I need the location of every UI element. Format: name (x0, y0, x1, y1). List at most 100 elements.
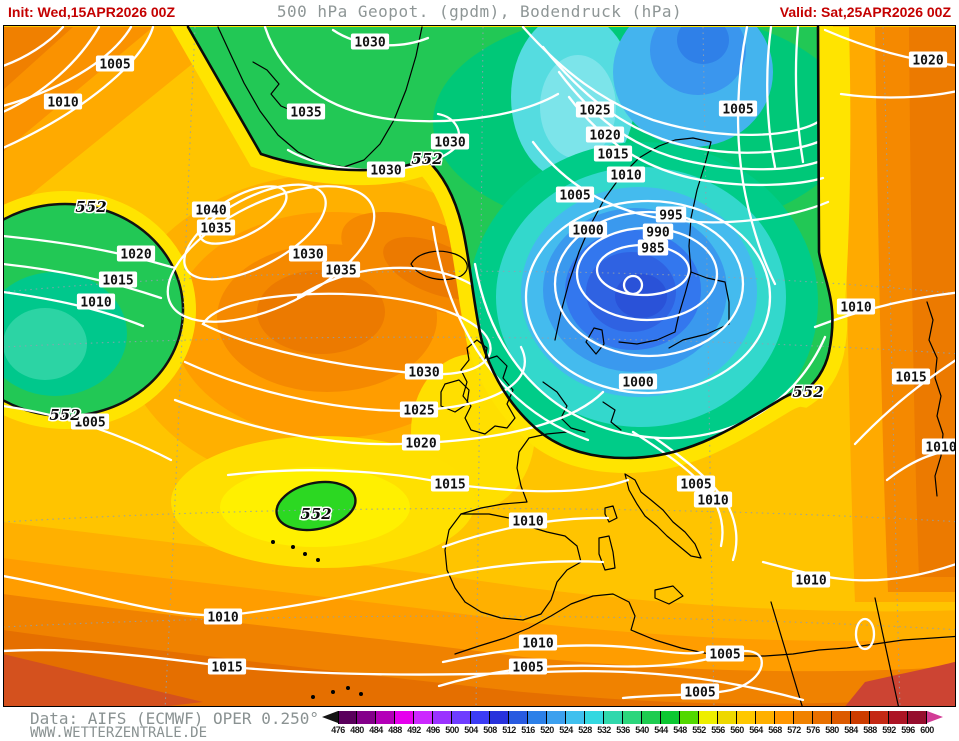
scale-right-arrow-icon (927, 711, 943, 723)
svg-text:1010: 1010 (522, 637, 553, 652)
isobar-label: 1040 (191, 201, 231, 219)
scale-value: 504 (464, 725, 478, 735)
scale-value: 568 (768, 725, 782, 735)
svg-text:1020: 1020 (912, 54, 943, 69)
scale-cell (338, 711, 357, 724)
scale-cell (509, 711, 528, 724)
isobar-label: 1000 (618, 373, 658, 391)
isobar-label: 1020 (401, 434, 441, 452)
scale-cell (623, 711, 642, 724)
svg-text:1020: 1020 (589, 129, 620, 144)
isobar-label: 1015 (207, 658, 247, 676)
svg-text:1010: 1010 (47, 96, 78, 111)
scale-value: 528 (578, 725, 592, 735)
scale-cell (661, 711, 680, 724)
isobar-label: 1020 (908, 51, 948, 69)
scale-cell (452, 711, 471, 724)
scale-value: 508 (483, 725, 497, 735)
isobar-label: 1010 (606, 166, 646, 184)
scale-value: 560 (730, 725, 744, 735)
isobar-label: 1015 (891, 368, 931, 386)
weather-map: 1005 1010 1030 1035 1030 1030 1040 1035 1030 1035… (3, 25, 956, 707)
svg-text:1035: 1035 (290, 106, 321, 121)
svg-text:985: 985 (641, 242, 664, 257)
scale-cell (775, 711, 794, 724)
scale-value: 548 (673, 725, 687, 735)
isobar-label: 1030 (350, 33, 390, 51)
svg-text:1030: 1030 (354, 36, 385, 51)
scale-value: 484 (369, 725, 383, 735)
geopotential-552-label: 552 (792, 383, 823, 401)
isobar-label: 1005 (95, 55, 135, 73)
svg-text:1005: 1005 (559, 189, 590, 204)
svg-text:1005: 1005 (74, 416, 105, 431)
scale-value: 500 (445, 725, 459, 735)
scale-cell (680, 711, 699, 724)
svg-text:1015: 1015 (434, 478, 465, 493)
scale-value: 532 (597, 725, 611, 735)
scale-cell (395, 711, 414, 724)
svg-text:1005: 1005 (722, 103, 753, 118)
scale-cell (908, 711, 927, 724)
scale-value: 576 (806, 725, 820, 735)
isobar-label: 1010 (76, 293, 116, 311)
svg-text:1000: 1000 (622, 376, 653, 391)
isobar-label: 1010 (921, 438, 956, 456)
scale-value: 540 (635, 725, 649, 735)
svg-text:995: 995 (659, 209, 682, 224)
isobar-label: 1000 (568, 221, 608, 239)
isobar-label: 1025 (575, 101, 615, 119)
isobar-label: 1010 (693, 491, 733, 509)
geopotential-552-label: 552 (49, 406, 80, 424)
website-label: WWW.WETTERZENTRALE.DE (30, 725, 208, 741)
svg-text:1005: 1005 (709, 648, 740, 663)
scale-value: 524 (559, 725, 573, 735)
isobar-label: 1015 (430, 475, 470, 493)
isobar-label: 1005 (705, 645, 745, 663)
scale-value: 516 (521, 725, 535, 735)
scale-cell (490, 711, 509, 724)
svg-text:1010: 1010 (925, 441, 956, 456)
svg-text:1025: 1025 (403, 404, 434, 419)
valid-time-label: Valid: Sat,25APR2026 00Z (779, 4, 951, 20)
svg-text:1005: 1005 (680, 478, 711, 493)
scale-cell (642, 711, 661, 724)
scale-value: 480 (350, 725, 364, 735)
svg-text:1010: 1010 (610, 169, 641, 184)
scale-value: 536 (616, 725, 630, 735)
svg-text:1000: 1000 (572, 224, 603, 239)
scale-value: 552 (692, 725, 706, 735)
scale-value: 512 (502, 725, 516, 735)
isobar-label: 990 (642, 223, 674, 241)
scale-cell (794, 711, 813, 724)
isobar-label: 1010 (791, 571, 831, 589)
isobar-label: 1020 (585, 126, 625, 144)
isobar-label: 1015 (98, 271, 138, 289)
isobar-label: 1005 (508, 658, 548, 676)
svg-text:1005: 1005 (684, 686, 715, 701)
scale-value: 476 (331, 725, 345, 735)
scale-value: 584 (844, 725, 858, 735)
scale-cell (414, 711, 433, 724)
scale-cell (547, 711, 566, 724)
geopotential-552-label: 552 (300, 505, 331, 523)
map-title: 500 hPa Geopot. (gpdm), Bodendruck (hPa) (276, 2, 683, 21)
svg-text:1010: 1010 (840, 301, 871, 316)
isobar-label: 1030 (404, 363, 444, 381)
svg-text:1035: 1035 (325, 264, 356, 279)
data-source-label: Data: AIFS (ECMWF) OPER 0.250° (30, 709, 319, 728)
isobar-label: 1010 (518, 634, 558, 652)
svg-text:1010: 1010 (207, 611, 238, 626)
svg-text:1030: 1030 (292, 248, 323, 263)
scale-cell (604, 711, 623, 724)
map-header: Init: Wed,15APR2026 00Z 500 hPa Geopot. … (0, 0, 959, 25)
svg-text:1010: 1010 (80, 296, 111, 311)
scale-cell (376, 711, 395, 724)
svg-text:1005: 1005 (99, 58, 130, 73)
isobar-label: 1010 (508, 512, 548, 530)
scale-cell (566, 711, 585, 724)
svg-text:990: 990 (646, 226, 670, 241)
geopotential-552-label: 552 (75, 198, 106, 216)
init-time-label: Init: Wed,15APR2026 00Z (8, 4, 176, 20)
